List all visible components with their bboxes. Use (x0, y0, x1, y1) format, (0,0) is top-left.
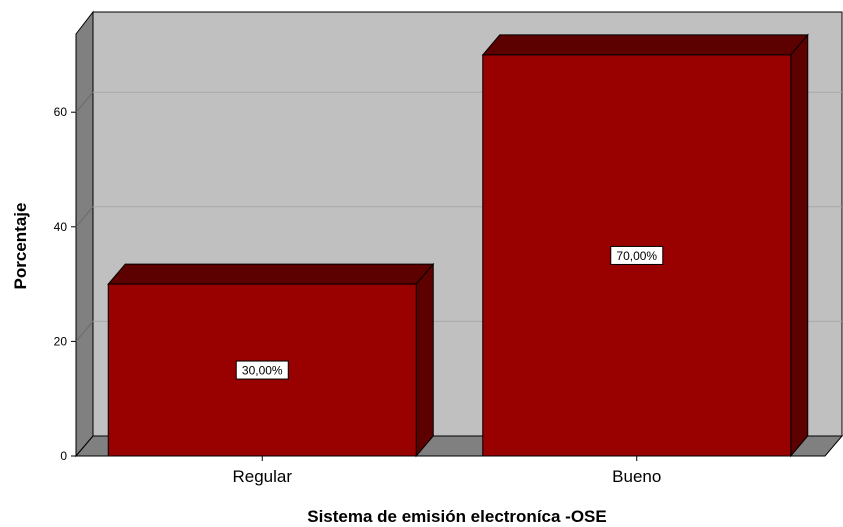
x-axis-categories: Regular Bueno (232, 456, 661, 486)
x-category-label: Bueno (612, 467, 661, 486)
y-tick-label: 60 (54, 105, 68, 119)
side-wall (75, 10, 94, 458)
y-tick-label: 0 (60, 449, 67, 463)
bar-top (107, 263, 435, 285)
gridline-side (75, 321, 94, 342)
bar-top (481, 34, 809, 56)
bar-side (415, 262, 434, 458)
y-axis-ticks: 0 20 40 60 (54, 105, 76, 463)
bar-side (790, 33, 809, 458)
y-tick-label: 20 (54, 334, 68, 348)
data-label-box (235, 360, 289, 380)
data-label: 70,00% (616, 249, 657, 263)
bar-regular: 30,00% (107, 262, 435, 458)
data-label: 30,00% (242, 364, 283, 378)
x-category-label: Regular (232, 467, 292, 486)
data-label-box (610, 245, 664, 265)
gridline-side (75, 206, 94, 228)
bars: 30,00% 70,00% (107, 33, 809, 458)
y-axis-title: Porcentaje (11, 203, 30, 290)
gridline-side (75, 91, 94, 113)
y-tick-label: 40 (54, 220, 68, 234)
x-axis-title: Sistema de emisión electroníca -OSE (307, 507, 607, 526)
bar-bueno: 70,00% (481, 33, 809, 458)
